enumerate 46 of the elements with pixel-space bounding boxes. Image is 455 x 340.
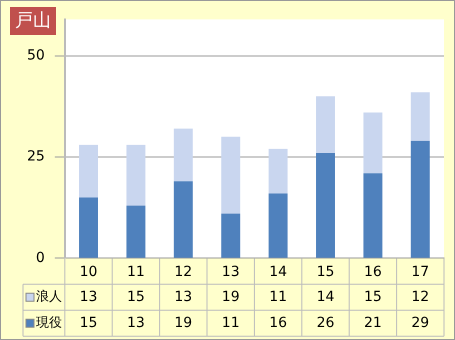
bar [410,140,430,258]
bar [79,144,98,198]
bar [126,206,146,258]
data-label: 13 [127,314,145,331]
bar [363,173,382,258]
x-tick-label: 14 [269,264,288,280]
x-tick-label: 13 [222,264,240,280]
x-tick-label: 11 [127,264,145,280]
bar [316,152,335,258]
data-label: 13 [174,288,192,305]
bar [363,112,382,174]
data-label: 19 [222,288,240,305]
bar [126,144,146,206]
data-label: 13 [80,288,98,305]
bar [268,148,288,194]
data-label: 12 [411,288,430,305]
x-tick-label: 10 [80,264,98,280]
bar [174,181,193,258]
data-label: 11 [222,314,240,331]
data-label: 16 [269,314,288,331]
data-label: 29 [411,314,430,331]
bar [410,92,430,141]
bar [268,193,288,258]
bar [221,136,240,214]
x-tick-label: 12 [174,264,192,280]
bar [174,128,193,182]
data-label: 15 [127,288,145,305]
data-label: 15 [364,288,382,305]
data-label: 26 [316,314,334,331]
chart-title: 戸山 [10,7,56,35]
bar [221,214,240,258]
y-tick-label: 0 [36,250,45,266]
data-label: 15 [80,314,98,331]
bar [316,96,335,153]
bar [79,197,98,258]
x-tick-label: 16 [364,264,382,280]
data-label: 11 [269,288,288,305]
data-label: 21 [364,314,382,331]
legend-label: 現役 [36,316,62,331]
legend-label: 浪人 [36,288,62,305]
y-tick-label: 50 [26,47,45,64]
data-label: 19 [174,314,192,331]
x-tick-label: 15 [316,264,334,280]
data-label: 14 [316,288,334,305]
y-tick-label: 25 [26,148,45,165]
x-tick-label: 17 [411,264,430,280]
